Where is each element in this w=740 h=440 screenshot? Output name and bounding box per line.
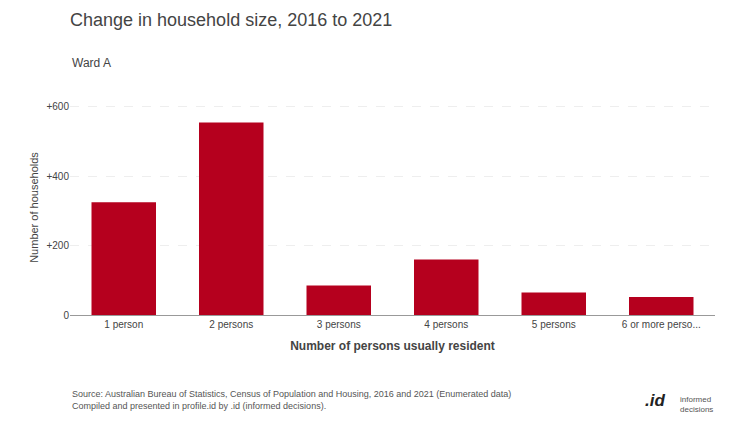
svg-text:Number of households: Number of households <box>28 152 40 263</box>
svg-text:Ward A: Ward A <box>72 56 111 70</box>
svg-text:Source: Australian Bureau of S: Source: Australian Bureau of Statistics,… <box>72 389 511 411</box>
svg-text:3 persons: 3 persons <box>317 319 361 330</box>
svg-text:+600: +600 <box>46 101 69 112</box>
svg-text:6 or more perso...: 6 or more perso... <box>622 319 701 330</box>
svg-text:1 person: 1 person <box>104 319 143 330</box>
svg-text:4 persons: 4 persons <box>424 319 468 330</box>
svg-text:Number of persons usually resi: Number of persons usually resident <box>290 339 495 353</box>
svg-text:0: 0 <box>63 310 69 321</box>
svg-text:.id: .id <box>645 391 665 410</box>
svg-text:5 persons: 5 persons <box>532 319 576 330</box>
svg-text:2 persons: 2 persons <box>209 319 253 330</box>
svg-text:informeddecisions: informeddecisions <box>680 395 713 414</box>
svg-text:+400: +400 <box>46 171 69 182</box>
svg-text:+200: +200 <box>46 240 69 251</box>
svg-text:Change in household size, 2016: Change in household size, 2016 to 2021 <box>70 10 392 30</box>
